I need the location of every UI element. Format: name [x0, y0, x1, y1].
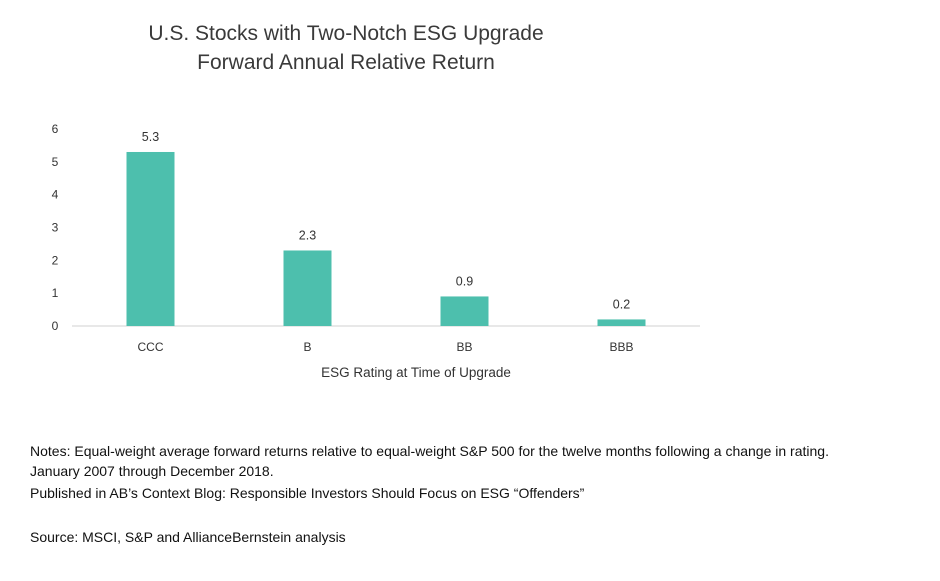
notes-publication: Published in AB’s Context Blog: Responsi…	[30, 485, 585, 501]
bars-group: 5.3 CCC 2.3 B 0.9 BB 0.2 BBB	[126, 130, 646, 354]
y-tick-label: 3	[52, 221, 59, 235]
bar-b	[283, 250, 332, 326]
source-note: Source: MSCI, S&P and AllianceBernstein …	[30, 529, 346, 545]
x-axis-title: ESG Rating at Time of Upgrade	[321, 365, 511, 380]
y-tick-label: 2	[52, 253, 59, 267]
bar-bb	[440, 296, 489, 326]
data-label-bb: 0.9	[456, 274, 473, 288]
chart-subtitle: Forward Annual Relative Return	[197, 51, 495, 74]
x-tick-label-b: B	[303, 340, 311, 354]
y-axis-ticks: 0 1 2 3 4 5 6	[52, 122, 59, 333]
y-tick-label: 6	[52, 122, 59, 136]
x-tick-label-bb: BB	[456, 340, 472, 354]
chart-title: U.S. Stocks with Two-Notch ESG Upgrade	[148, 22, 544, 45]
data-label-bbb: 0.2	[613, 297, 630, 311]
bar-chart: 0 1 2 3 4 5 6 5.3 CCC 2.3 B 0.9 BB 0.2 BBB ESG Rating…	[52, 122, 700, 380]
x-tick-label-bbb: BBB	[609, 340, 633, 354]
y-tick-label: 1	[52, 286, 59, 300]
x-tick-label-ccc: CCC	[138, 340, 164, 354]
notes-date-range: January 2007 through December 2018.	[30, 463, 274, 479]
bar-ccc	[126, 151, 175, 326]
notes-text: Notes: Equal-weight average forward retu…	[30, 443, 829, 459]
data-label-ccc: 5.3	[142, 130, 159, 144]
bar-bbb	[597, 319, 646, 326]
y-tick-label: 5	[52, 155, 59, 169]
y-tick-label: 0	[52, 319, 59, 333]
data-label-b: 2.3	[299, 228, 316, 242]
y-tick-label: 4	[52, 188, 59, 202]
